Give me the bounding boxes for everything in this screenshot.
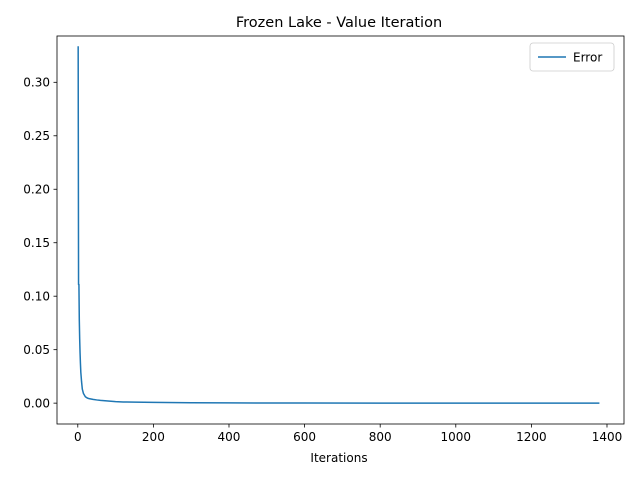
y-axis-ticks: 0.00 0.05 0.10 0.15 0.20 0.25 0.30	[23, 76, 57, 410]
x-tick-label: 1400	[592, 430, 623, 444]
y-tick-label: 0.20	[23, 183, 50, 197]
x-tick-label: 200	[142, 430, 165, 444]
series-line-0	[77, 46, 600, 404]
axes-frame	[56, 35, 625, 425]
y-tick-label: 0.30	[23, 76, 50, 90]
legend-label: Error	[573, 50, 602, 64]
y-tick-label: 0.25	[23, 129, 50, 143]
y-tick-label: 0.15	[23, 236, 50, 250]
legend: Error	[529, 42, 615, 72]
y-tick-label: 0.00	[23, 396, 50, 410]
chart-title: Frozen Lake - Value Iteration	[236, 15, 442, 31]
x-axis-ticks: 0 200 400 600 800 1000 1200 1400	[74, 424, 622, 444]
x-tick-label: 400	[218, 430, 241, 444]
x-tick-label: 1200	[516, 430, 547, 444]
legend-box	[529, 42, 615, 72]
y-tick-label: 0.10	[23, 289, 50, 303]
y-tick-label: 0.05	[23, 343, 50, 357]
x-tick-label: 600	[293, 430, 316, 444]
plot-area	[56, 35, 625, 425]
x-axis-label: Iterations	[310, 451, 367, 465]
x-tick-label: 0	[74, 430, 82, 444]
x-tick-label: 800	[369, 430, 392, 444]
x-tick-label: 1000	[441, 430, 472, 444]
